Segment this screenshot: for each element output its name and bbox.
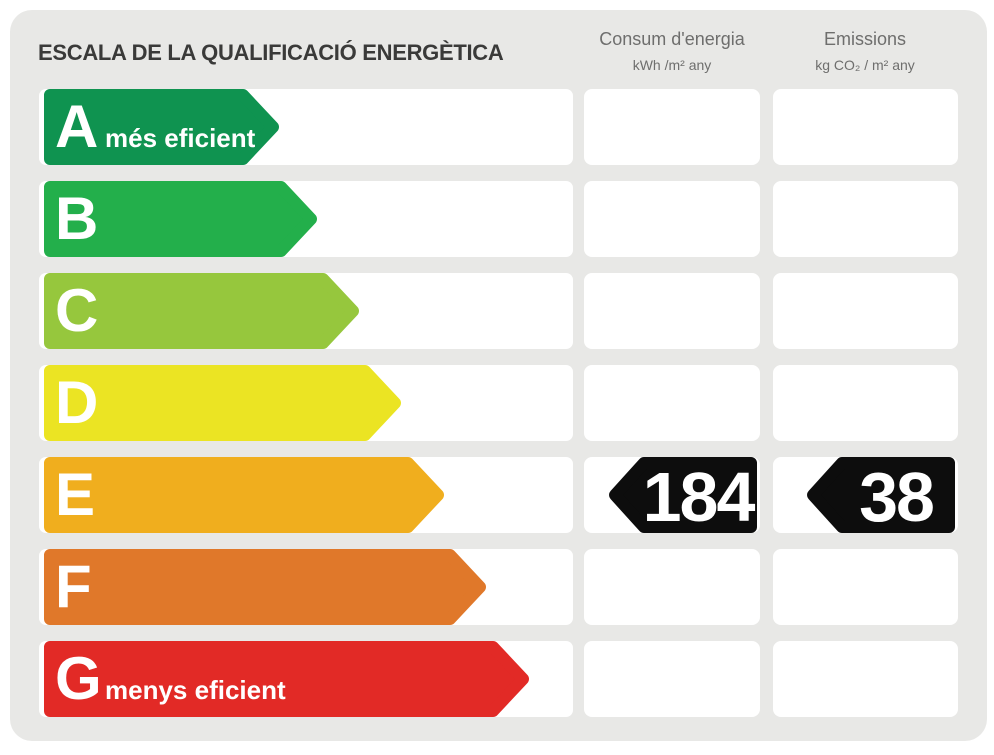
scale-row-b: B xyxy=(10,181,987,257)
grade-g-arrow-icon xyxy=(44,641,529,717)
consumption-header-label: Consum d'energia xyxy=(599,29,745,49)
grade-a-letter: A xyxy=(55,93,99,160)
grade-a-note: més eficient xyxy=(105,123,256,153)
grade-a-arrow-icon xyxy=(44,89,279,165)
scale-row-e: E 184 38 xyxy=(10,457,987,533)
scale-row-a: A més eficient xyxy=(10,89,987,165)
grade-e-emissions-cell: 38 xyxy=(773,457,958,533)
grade-a-consumption-cell xyxy=(584,89,760,165)
grade-g-track: G menys eficient xyxy=(39,641,573,717)
grade-g-letter: G xyxy=(55,645,102,712)
grade-b-emissions-cell xyxy=(773,181,958,257)
emissions-header-label: Emissions xyxy=(823,29,907,49)
scale-row-g: G menys eficient xyxy=(10,641,987,717)
grade-g-note: menys eficient xyxy=(105,675,286,705)
energy-rating-card: ESCALA DE LA QUALIFICACIÓ ENERGÈTICA Con… xyxy=(10,10,987,741)
grade-c-emissions-cell xyxy=(773,273,958,349)
grade-f-letter: F xyxy=(55,553,92,620)
consumption-column-header: Consum d'energia kWh /m² any xyxy=(572,28,772,73)
grade-d-track: D xyxy=(39,365,573,441)
grade-a-emissions-cell xyxy=(773,89,958,165)
grade-e-letter: E xyxy=(55,461,96,528)
grade-d-emissions-cell xyxy=(773,365,958,441)
grade-b-letter: B xyxy=(55,185,99,252)
page-title: ESCALA DE LA QUALIFICACIÓ ENERGÈTICA xyxy=(38,40,504,65)
grade-b-arrow-icon xyxy=(44,181,317,257)
grade-a-track: A més eficient xyxy=(39,89,573,165)
grade-f-emissions-cell xyxy=(773,549,958,625)
consumption-value: 184 xyxy=(643,458,756,533)
emissions-value-badge: 38 xyxy=(807,457,955,533)
consumption-value-badge: 184 xyxy=(609,457,757,533)
grade-d-arrow-icon xyxy=(44,365,401,441)
grade-g-emissions-cell xyxy=(773,641,958,717)
emissions-header-units: kg CO₂ / m² any xyxy=(815,56,915,73)
consumption-header-units: kWh /m² any xyxy=(632,56,712,73)
grade-f-consumption-cell xyxy=(584,549,760,625)
grade-b-track: B xyxy=(39,181,573,257)
grade-c-letter: C xyxy=(55,277,99,344)
grade-g-consumption-cell xyxy=(584,641,760,717)
grade-d-consumption-cell xyxy=(584,365,760,441)
grade-c-arrow-icon xyxy=(44,273,359,349)
grade-f-track: F xyxy=(39,549,573,625)
scale-row-d: D xyxy=(10,365,987,441)
grade-c-track: C xyxy=(39,273,573,349)
grade-b-consumption-cell xyxy=(584,181,760,257)
emissions-value: 38 xyxy=(859,458,933,533)
grade-e-track: E xyxy=(39,457,573,533)
grade-e-consumption-cell: 184 xyxy=(584,457,760,533)
grade-e-arrow-icon xyxy=(44,457,444,533)
scale-row-c: C xyxy=(10,273,987,349)
grade-f-arrow-icon xyxy=(44,549,486,625)
scale-row-f: F xyxy=(10,549,987,625)
emissions-column-header: Emissions kg CO₂ / m² any xyxy=(765,28,965,73)
grade-c-consumption-cell xyxy=(584,273,760,349)
grade-d-letter: D xyxy=(55,369,99,436)
